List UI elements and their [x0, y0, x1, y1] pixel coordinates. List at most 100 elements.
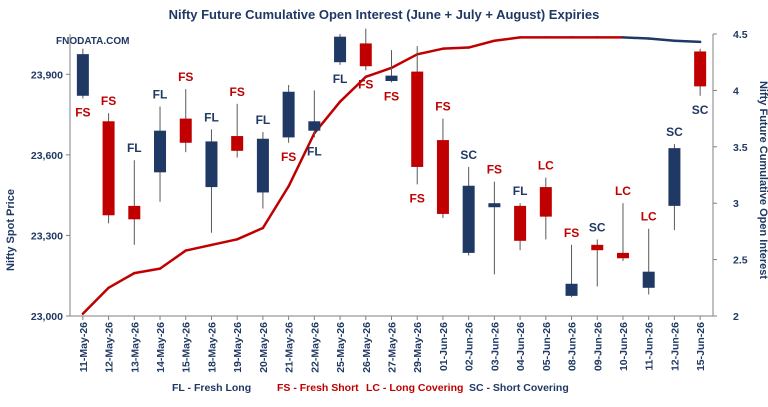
y-tick-label-right: 3.5: [733, 142, 748, 154]
candle-body: [102, 121, 115, 216]
oi-segment: [338, 75, 368, 103]
candle-body: [154, 130, 167, 173]
candle-body: [616, 252, 629, 259]
oi-segment: [493, 36, 522, 43]
y-axis-left-label: Nifty Spot Price: [5, 189, 17, 271]
oi-segment: [390, 53, 419, 70]
candle-body: [694, 51, 707, 87]
candle-body: [642, 271, 655, 288]
candle-body: [514, 205, 527, 241]
candle-labels-group: FS FS FL FL FS FL FS FL FS FL FL FS FS FS FS SC FS FL LC FS…: [75, 70, 709, 240]
x-tick-label: 02-Jun-26: [464, 322, 476, 371]
candle-signal-label: FS: [435, 100, 450, 114]
candle-signal-label: FL: [256, 113, 271, 127]
x-tick-label: 20-May-26: [258, 322, 270, 373]
candle-body: [128, 205, 141, 220]
y-tick-label-right: 2: [733, 311, 739, 323]
candle-body: [668, 148, 681, 206]
candle-signal-label: LC: [641, 210, 657, 224]
candle-signal-label: FS: [410, 191, 425, 205]
candle-signal-label: FL: [307, 144, 322, 158]
oi-segment: [184, 243, 213, 252]
candle-body: [308, 121, 321, 131]
x-tick-label: 22-May-26: [309, 322, 321, 373]
x-tick-label: 18-May-26: [206, 322, 218, 373]
x-tick-label: 19-May-26: [232, 322, 244, 373]
candle-signal-label: SC: [589, 220, 606, 234]
candle-signal-label: LC: [615, 184, 631, 198]
candle-signal-label: FS: [178, 70, 193, 84]
y-tick-label-right: 2.5: [733, 255, 748, 267]
candle-body: [591, 244, 604, 251]
candle-body: [205, 141, 218, 188]
x-tick-label: 09-Jun-26: [592, 322, 604, 371]
candle-body: [334, 36, 347, 63]
oi-segment: [133, 267, 162, 275]
legend: FL - Fresh Long FS - Fresh Short LC - Lo…: [172, 382, 569, 394]
candle-signal-label: FS: [230, 85, 245, 99]
candle-signal-label: FS: [487, 163, 502, 177]
axes-group: 23,000 23,300 23,600 23,900 2 2.5 3 3.5 4 4.5: [31, 29, 748, 323]
oi-segment: [261, 185, 290, 230]
oi-segment: [441, 46, 470, 50]
y-tick-label-right: 3: [733, 198, 739, 210]
oi-segment: [287, 132, 316, 188]
x-tick-labels-group: 11-May-26 12-May-26 13-May-26 14-May-26 15-M…: [78, 316, 707, 373]
y-tick-label-left: 23,900: [31, 69, 63, 81]
candle-signal-label: FL: [513, 184, 528, 198]
x-tick-label: 27-May-26: [387, 322, 399, 373]
legend-fs: FS - Fresh Short: [277, 382, 359, 394]
x-tick-label: 26-May-26: [361, 322, 373, 373]
oi-segment: [364, 66, 393, 79]
oi-segment: [415, 47, 445, 56]
candle-body: [385, 75, 398, 81]
candle-signal-label: FL: [204, 110, 219, 124]
oi-segment: [81, 286, 110, 315]
oi-segment: [647, 37, 676, 43]
x-tick-label: 04-Jun-26: [515, 322, 527, 371]
candle-signal-label: FS: [358, 77, 373, 91]
oi-segment: [673, 39, 702, 44]
oi-segment: [107, 271, 136, 290]
x-tick-label: 13-May-26: [129, 322, 141, 373]
candle-signal-label: FS: [564, 226, 579, 240]
candle-signal-label: SC: [666, 125, 683, 139]
candle-signal-label: FS: [384, 89, 399, 103]
y-axis-right-label: Nifty Future Cumulative Open Interest: [757, 81, 768, 279]
candle-signal-label: FS: [75, 105, 90, 119]
candle-body: [462, 185, 475, 253]
candle-signal-label: SC: [692, 103, 709, 117]
x-tick-label: 14-May-26: [155, 322, 167, 373]
x-tick-label: 03-Jun-26: [489, 322, 501, 371]
oi-segment: [210, 238, 239, 247]
x-tick-label: 01-Jun-26: [438, 322, 450, 371]
legend-fl: FL - Fresh Long: [172, 382, 251, 394]
candles-group: [76, 28, 707, 298]
x-tick-label: 12-Jun-26: [669, 322, 681, 371]
candle-body: [539, 187, 552, 217]
candle-signal-label: LC: [538, 159, 554, 173]
candle-signal-label: FL: [333, 72, 348, 86]
candle-body: [411, 71, 424, 167]
x-tick-label: 15-May-26: [181, 322, 193, 373]
oi-segment: [467, 39, 496, 49]
candle-body: [565, 283, 578, 296]
candle-signal-label: FL: [153, 88, 168, 102]
y-tick-label-left: 23,000: [31, 311, 63, 323]
x-tick-label: 12-May-26: [104, 322, 116, 373]
oi-segment: [158, 249, 187, 270]
y-tick-label-left: 23,300: [31, 230, 63, 242]
candle-signal-label: FS: [101, 94, 116, 108]
candle-body: [436, 140, 449, 214]
open-interest-line: [81, 36, 702, 315]
candle-body: [282, 91, 295, 138]
x-tick-label: 15-Jun-26: [695, 322, 707, 371]
candle-body: [76, 54, 89, 96]
candle-body: [179, 118, 192, 143]
legend-lc: LC - Long Covering: [366, 382, 463, 394]
y-tick-label-right: 4: [733, 85, 739, 97]
x-tick-label: 11-May-26: [78, 322, 90, 372]
candle-signal-label: FS: [281, 150, 296, 164]
